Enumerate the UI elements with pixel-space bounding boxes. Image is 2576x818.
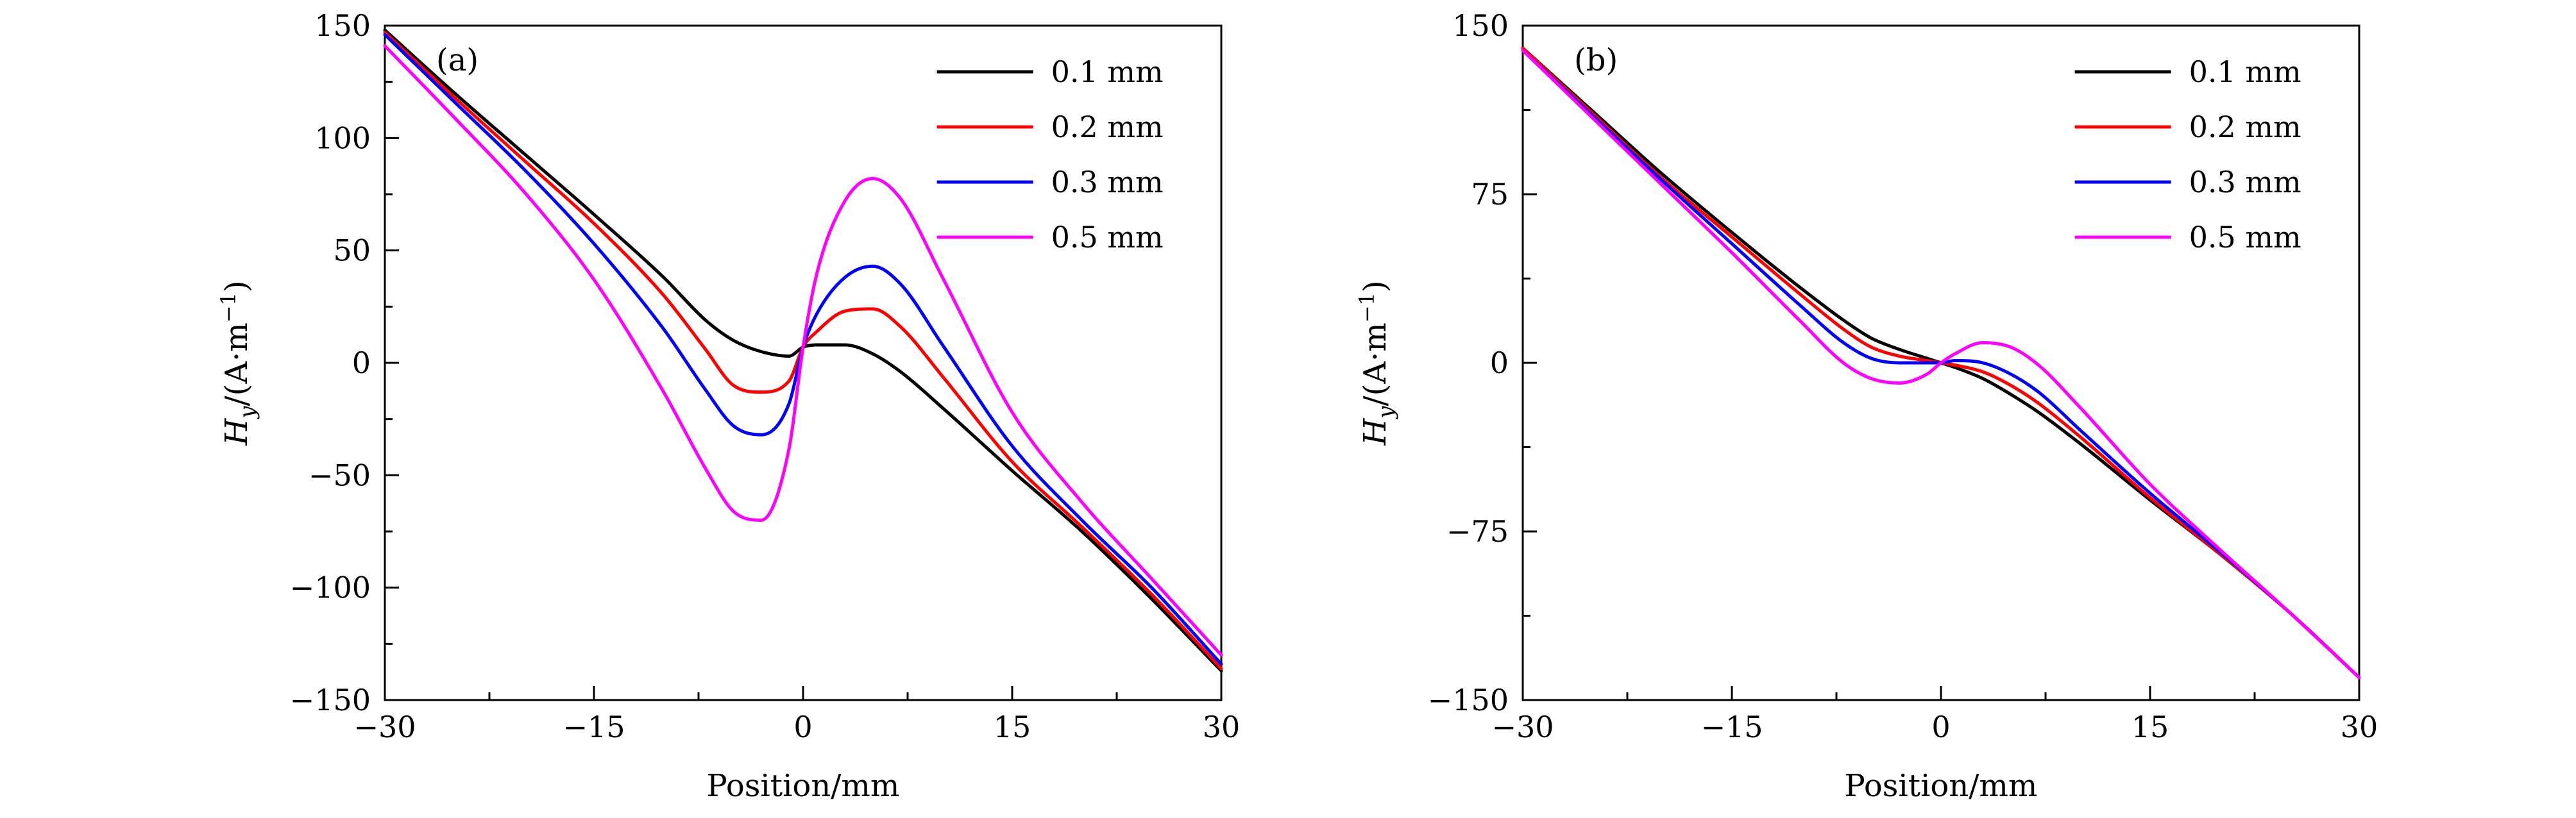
series-layer (1521, 46, 2361, 680)
series-line-0-5-mm (1521, 49, 2361, 680)
x-tick-label: 30 (1203, 710, 1241, 744)
y-axis-label: Hy/(A·m−1) (1355, 280, 1399, 446)
x-tick-label: −30 (1491, 710, 1554, 744)
x-axis-label: Position/mm (707, 768, 900, 804)
y-tick-label: 0 (352, 346, 371, 380)
legend-label: 0.2 mm (1051, 110, 1164, 144)
x-tick-label: 0 (1931, 710, 1950, 744)
y-tick-label: 100 (314, 121, 371, 155)
y-tick-label: 150 (314, 8, 371, 43)
series-layer (383, 28, 1223, 672)
x-tick-label: −15 (1700, 710, 1763, 744)
legend-label: 0.2 mm (2189, 110, 2301, 144)
panel-label: (b) (1574, 42, 1618, 78)
y-tick-label: 0 (1490, 346, 1509, 380)
x-tick-label: −15 (563, 710, 625, 744)
legend-label: 0.1 mm (2189, 54, 2301, 89)
y-tick-label: −100 (290, 571, 371, 605)
x-axis-label: Position/mm (1845, 768, 2038, 804)
series-line-0-5-mm (383, 44, 1223, 657)
legend: 0.1 mm 0.2 mm 0.3 mm 0.5 mm (936, 54, 1164, 255)
y-tick-label: 50 (333, 233, 371, 268)
x-tick-label: 0 (793, 710, 812, 744)
y-tick-label: 150 (1452, 8, 1509, 43)
legend-label: 0.5 mm (2189, 220, 2301, 255)
legend-label: 0.1 mm (1051, 54, 1164, 89)
legend-label: 0.3 mm (1051, 165, 1164, 199)
y-tick-label: −150 (290, 683, 371, 717)
y-tick-label: −75 (1446, 514, 1509, 549)
legend-label: 0.3 mm (2189, 165, 2301, 199)
panel-label: (a) (436, 42, 479, 78)
y-tick-label: −150 (1428, 683, 1509, 717)
y-axis-label: Hy/(A·m−1) (216, 280, 260, 446)
legend-label: 0.5 mm (1051, 220, 1164, 255)
x-tick-label: 15 (2131, 710, 2169, 744)
x-tick-label: −30 (353, 710, 416, 744)
y-tick-label: −50 (309, 458, 371, 492)
y-tick-label: 75 (1471, 177, 1509, 212)
legend: 0.1 mm 0.2 mm 0.3 mm 0.5 mm (2074, 54, 2301, 255)
x-tick-label: 15 (994, 710, 1031, 744)
x-tick-label: 30 (2341, 710, 2378, 744)
